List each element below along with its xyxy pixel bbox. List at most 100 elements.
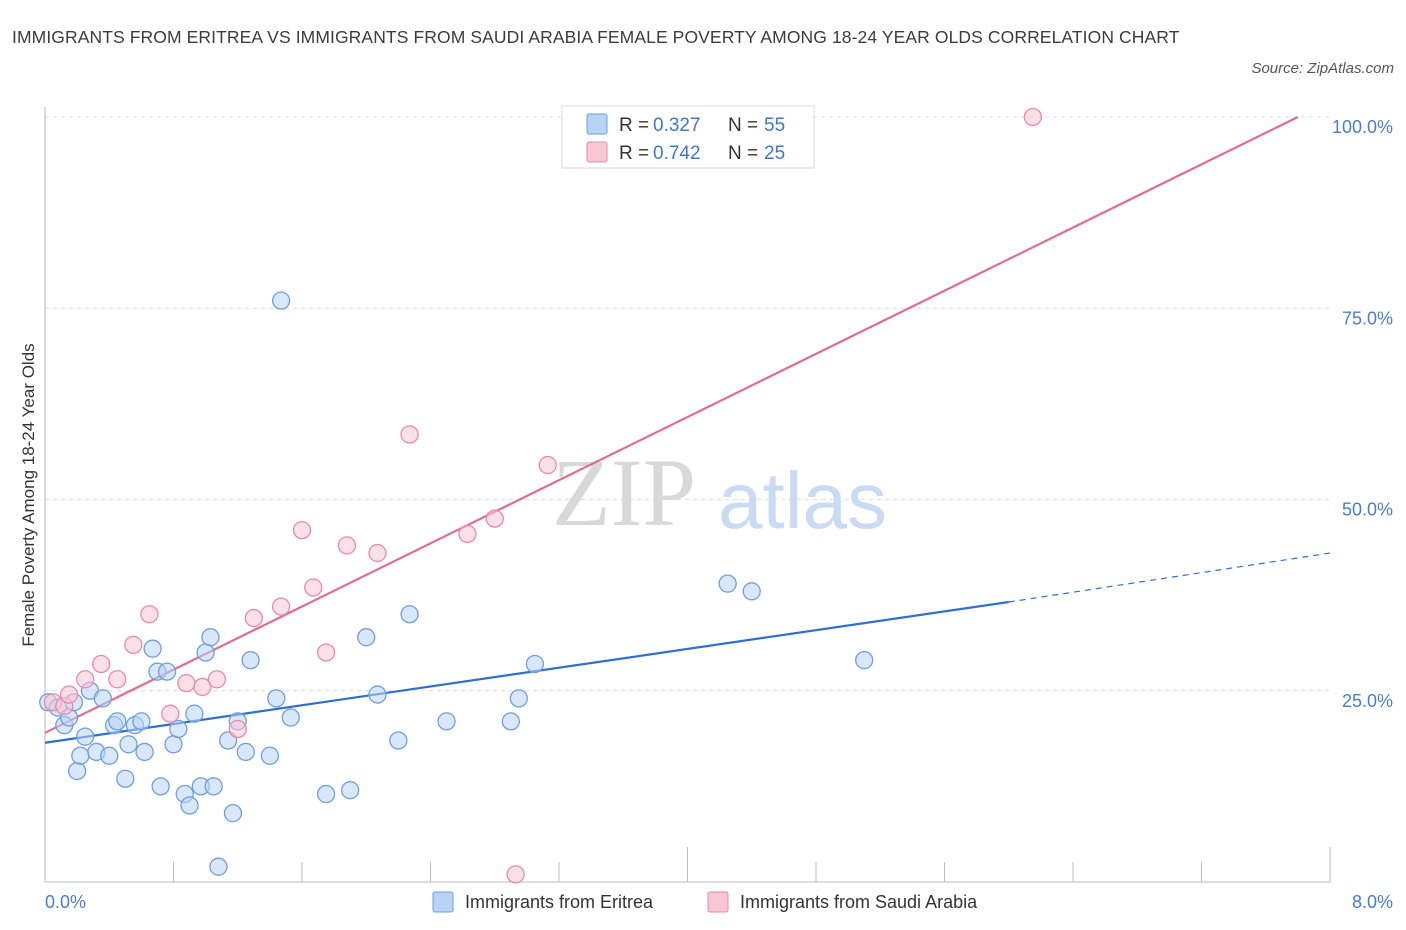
point-saudi	[161, 704, 180, 723]
legend-r-label-saudi: R =	[619, 143, 649, 164]
point-saudi	[538, 455, 557, 475]
axis-layer: 25.0% 50.0% 75.0% 100.0% 0.0% 8.0%	[44, 107, 1393, 912]
point-eritrea	[267, 689, 286, 708]
point-eritrea	[437, 712, 456, 731]
point-eritrea	[509, 689, 528, 708]
point-eritrea	[180, 796, 199, 815]
point-eritrea	[100, 746, 119, 765]
point-eritrea	[223, 804, 243, 823]
point-eritrea	[201, 628, 220, 647]
point-layer	[39, 107, 1042, 884]
legend-r-value-eritrea: 0.327	[653, 115, 701, 136]
legend-n-label-saudi: N =	[728, 143, 758, 164]
point-eritrea	[525, 654, 545, 674]
point-saudi	[271, 597, 291, 616]
point-saudi	[92, 654, 111, 674]
y-tick-label: 100.0%	[1332, 117, 1393, 137]
point-eritrea	[241, 651, 260, 670]
point-eritrea	[185, 704, 204, 723]
trendline-saudi	[44, 116, 1299, 734]
point-eritrea	[271, 291, 291, 310]
bottom-legend-swatch-saudi	[707, 891, 729, 913]
legend-swatch-eritrea	[586, 113, 608, 135]
point-saudi	[124, 635, 143, 654]
point-eritrea	[76, 727, 95, 746]
point-saudi	[485, 509, 504, 528]
point-eritrea	[368, 685, 387, 704]
watermark-atlas: atlas	[718, 456, 887, 545]
point-saudi	[228, 719, 247, 739]
legend-r-value-saudi: 0.742	[653, 143, 701, 164]
point-eritrea	[164, 735, 183, 754]
point-saudi	[108, 670, 127, 689]
source-label: Source: ZipAtlas.com	[1251, 60, 1394, 77]
point-eritrea	[132, 712, 151, 731]
point-eritrea	[143, 639, 162, 658]
point-eritrea	[157, 662, 177, 681]
point-saudi	[506, 865, 525, 884]
point-eritrea	[855, 651, 874, 670]
point-eritrea	[357, 628, 376, 647]
trendline-eritrea	[44, 600, 1009, 744]
point-eritrea	[389, 731, 408, 750]
point-eritrea	[67, 761, 87, 781]
point-saudi	[177, 673, 196, 693]
point-eritrea	[718, 574, 737, 593]
bottom-legend-label-eritrea: Immigrants from Eritrea	[465, 892, 654, 912]
point-eritrea	[119, 735, 138, 754]
point-eritrea	[209, 857, 228, 876]
point-saudi	[316, 643, 336, 662]
legend-n-value-saudi: 25	[764, 143, 785, 164]
x-tick-label: 0.0%	[45, 892, 86, 912]
point-eritrea	[169, 719, 188, 739]
point-eritrea	[204, 777, 223, 796]
point-eritrea	[260, 746, 280, 765]
point-eritrea	[501, 712, 520, 731]
point-eritrea	[151, 777, 170, 796]
point-saudi	[304, 578, 323, 597]
legend-swatch-saudi	[586, 141, 608, 163]
legend-n-label-eritrea: N =	[728, 115, 758, 136]
trend-layer	[44, 116, 1331, 744]
point-saudi	[368, 543, 387, 563]
top-legend: R = 0.327 N = 55 R = 0.742 N = 25	[561, 105, 815, 169]
point-eritrea	[93, 689, 112, 708]
bottom-legend-label-saudi: Immigrants from Saudi Arabia	[740, 892, 978, 912]
point-saudi	[1023, 107, 1042, 127]
point-eritrea	[236, 742, 255, 762]
point-saudi	[193, 677, 212, 697]
point-saudi	[337, 536, 357, 555]
point-eritrea	[108, 712, 127, 731]
y-axis-label: Female Poverty Among 18-24 Year Olds	[19, 343, 38, 646]
y-tick-label: 25.0%	[1342, 691, 1393, 711]
point-saudi	[292, 520, 312, 540]
trendline-eritrea-extension	[1008, 552, 1331, 603]
point-eritrea	[196, 643, 215, 662]
point-eritrea	[400, 605, 419, 624]
bottom-legend-swatch-eritrea	[432, 891, 454, 913]
y-tick-label: 50.0%	[1342, 500, 1393, 520]
point-eritrea	[135, 742, 154, 762]
watermark-zip: ZIP	[552, 439, 696, 546]
point-eritrea	[116, 769, 135, 788]
point-saudi	[400, 425, 419, 444]
point-saudi	[59, 685, 79, 704]
x-tick-label: 8.0%	[1352, 892, 1393, 912]
grid-layer	[45, 116, 1330, 692]
point-saudi	[76, 670, 95, 689]
point-saudi	[244, 608, 263, 628]
chart-title: IMMIGRANTS FROM ERITREA VS IMMIGRANTS FR…	[12, 27, 1180, 47]
point-eritrea	[341, 781, 360, 800]
y-tick-label: 75.0%	[1342, 308, 1393, 328]
point-eritrea	[742, 582, 761, 601]
point-saudi	[458, 524, 477, 544]
watermark: ZIP atlas	[552, 439, 887, 546]
legend-r-label-eritrea: R =	[619, 115, 649, 136]
legend-n-value-eritrea: 55	[764, 115, 785, 136]
point-eritrea	[316, 784, 336, 804]
point-saudi	[140, 605, 159, 624]
point-eritrea	[281, 708, 300, 727]
bottom-legend: Immigrants from Eritrea Immigrants from …	[432, 891, 978, 913]
point-saudi	[207, 670, 227, 689]
